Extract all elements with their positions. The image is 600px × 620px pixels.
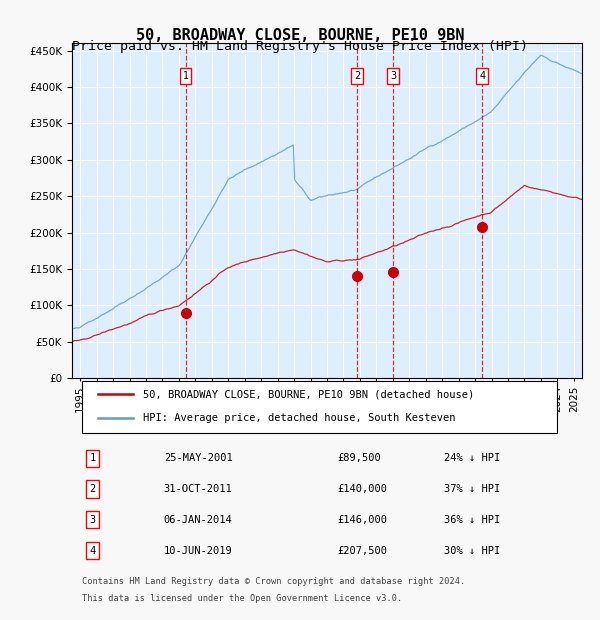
Text: 2: 2 — [89, 484, 95, 494]
Text: 06-JAN-2014: 06-JAN-2014 — [164, 515, 233, 525]
Text: HPI: Average price, detached house, South Kesteven: HPI: Average price, detached house, Sout… — [143, 414, 456, 423]
Text: 1: 1 — [89, 453, 95, 463]
Text: This data is licensed under the Open Government Licence v3.0.: This data is licensed under the Open Gov… — [82, 594, 403, 603]
Text: 10-JUN-2019: 10-JUN-2019 — [164, 546, 233, 556]
Text: 25-MAY-2001: 25-MAY-2001 — [164, 453, 233, 463]
Text: 30% ↓ HPI: 30% ↓ HPI — [444, 546, 500, 556]
FancyBboxPatch shape — [82, 381, 557, 433]
Text: Price paid vs. HM Land Registry's House Price Index (HPI): Price paid vs. HM Land Registry's House … — [72, 40, 528, 53]
Text: 4: 4 — [89, 546, 95, 556]
Text: 31-OCT-2011: 31-OCT-2011 — [164, 484, 233, 494]
Text: 50, BROADWAY CLOSE, BOURNE, PE10 9BN: 50, BROADWAY CLOSE, BOURNE, PE10 9BN — [136, 28, 464, 43]
Text: 2: 2 — [354, 71, 360, 81]
Text: 36% ↓ HPI: 36% ↓ HPI — [444, 515, 500, 525]
Text: 1: 1 — [182, 71, 188, 81]
Text: £89,500: £89,500 — [337, 453, 381, 463]
Text: 37% ↓ HPI: 37% ↓ HPI — [444, 484, 500, 494]
Text: £146,000: £146,000 — [337, 515, 387, 525]
Text: 50, BROADWAY CLOSE, BOURNE, PE10 9BN (detached house): 50, BROADWAY CLOSE, BOURNE, PE10 9BN (de… — [143, 389, 475, 399]
Text: 4: 4 — [479, 71, 485, 81]
Text: 3: 3 — [89, 515, 95, 525]
Text: Contains HM Land Registry data © Crown copyright and database right 2024.: Contains HM Land Registry data © Crown c… — [82, 577, 466, 586]
Text: 3: 3 — [390, 71, 396, 81]
Text: £140,000: £140,000 — [337, 484, 387, 494]
Text: £207,500: £207,500 — [337, 546, 387, 556]
Text: 24% ↓ HPI: 24% ↓ HPI — [444, 453, 500, 463]
